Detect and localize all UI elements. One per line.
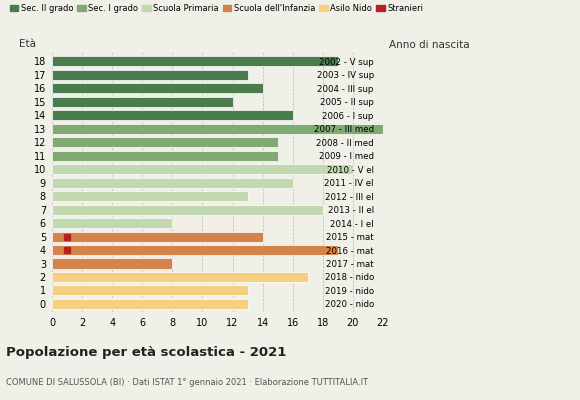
Bar [52,137,278,147]
Legend: Sec. II grado, Sec. I grado, Scuola Primaria, Scuola dell'Infanzia, Asilo Nido, : Sec. II grado, Sec. I grado, Scuola Prim… [10,4,423,13]
Bar [52,164,353,174]
Bar [52,285,248,296]
Bar [52,151,278,161]
Bar [52,110,293,120]
Bar [52,70,248,80]
Text: Popolazione per età scolastica - 2021: Popolazione per età scolastica - 2021 [6,346,286,359]
Bar [52,97,233,107]
Text: Anno di nascita: Anno di nascita [389,40,469,50]
Bar [52,218,172,228]
Bar [52,258,172,268]
Bar [52,245,338,255]
Bar [52,56,338,66]
Bar [52,272,307,282]
Bar [52,83,263,94]
Bar [52,299,248,309]
Text: COMUNE DI SALUSSOLA (BI) · Dati ISTAT 1° gennaio 2021 · Elaborazione TUTTITALIA.: COMUNE DI SALUSSOLA (BI) · Dati ISTAT 1°… [6,378,368,387]
Bar [52,178,293,188]
Bar [52,191,248,201]
Text: Età: Età [19,39,36,49]
Bar [52,204,322,215]
Bar [52,232,263,242]
Bar [52,124,383,134]
